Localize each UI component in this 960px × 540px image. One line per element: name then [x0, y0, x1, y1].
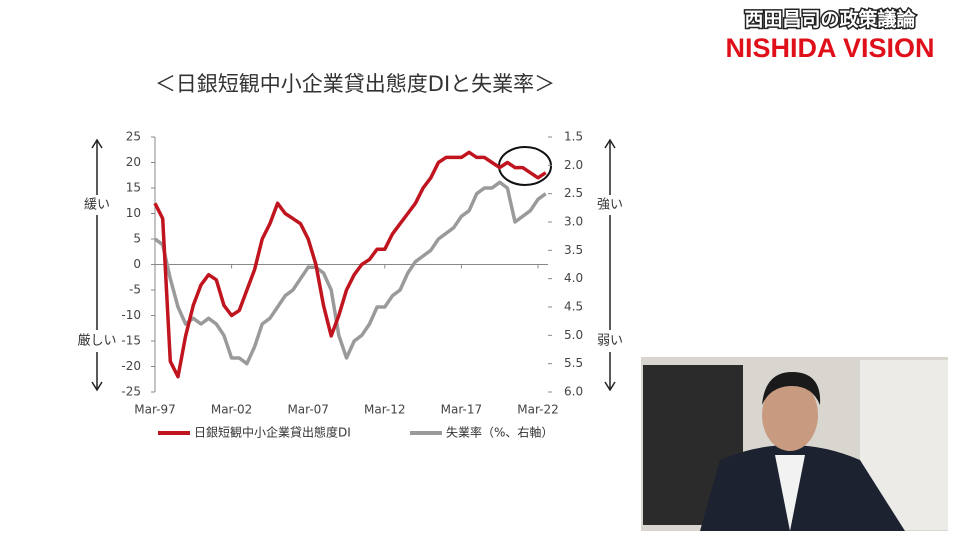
y-tick-label: 15 — [126, 181, 141, 195]
y2-tick-label: 3.5 — [564, 243, 583, 257]
y2-tick-label: 2.5 — [564, 186, 583, 200]
x-tick-label: Mar-97 — [134, 403, 175, 417]
series-line — [153, 180, 547, 366]
x-tick-label: Mar-17 — [441, 403, 482, 417]
y2-tick-label: 4.0 — [564, 271, 583, 285]
y2-tick-label: 5.0 — [564, 328, 583, 342]
y2-tick-label: 1.5 — [564, 130, 583, 144]
y-tick-label: -10 — [121, 308, 141, 322]
left-arrow — [91, 138, 103, 392]
channel-subtitle: 西田昌司の政策議論 — [744, 8, 916, 31]
y-tick-label: -20 — [121, 359, 141, 373]
channel-brand: NISHIDA VISION — [725, 33, 934, 63]
y-tick-label: -25 — [121, 385, 141, 399]
y-tick-label: 10 — [126, 206, 141, 220]
y-tick-label: 25 — [126, 130, 141, 144]
y-tick-label: 5 — [133, 232, 141, 246]
left-annotation: 緩い — [84, 198, 110, 213]
right-annotation: 弱い — [597, 334, 623, 349]
series-line — [153, 150, 547, 379]
left-annotation: 厳しい — [77, 334, 116, 349]
y2-tick-label: 6.0 — [564, 385, 583, 399]
y-tick-label: 0 — [133, 257, 141, 271]
y-tick-label: -15 — [121, 334, 141, 348]
x-tick-label: Mar-22 — [517, 403, 558, 417]
chart-title: ＜日銀短観中小企業貸出態度DIと失業率＞ — [155, 72, 555, 96]
y2-tick-label: 3.0 — [564, 215, 583, 229]
legend-label: 失業率（%、右軸） — [446, 425, 553, 440]
y-tick-label: 20 — [126, 155, 141, 169]
highlight-circle — [498, 146, 552, 186]
legend-label: 日銀短観中小企業貸出態度DI — [194, 425, 351, 440]
webcam-inset — [641, 357, 948, 531]
x-tick-label: Mar-07 — [287, 403, 328, 417]
y2-tick-label: 5.5 — [564, 356, 583, 370]
y2-tick-label: 2.0 — [564, 158, 583, 172]
x-tick-label: Mar-12 — [364, 403, 405, 417]
x-tick-label: Mar-02 — [211, 403, 252, 417]
right-arrow — [604, 138, 616, 392]
right-annotation: 強い — [597, 198, 623, 213]
y2-tick-label: 4.5 — [564, 300, 583, 314]
y-tick-label: -5 — [129, 283, 141, 297]
